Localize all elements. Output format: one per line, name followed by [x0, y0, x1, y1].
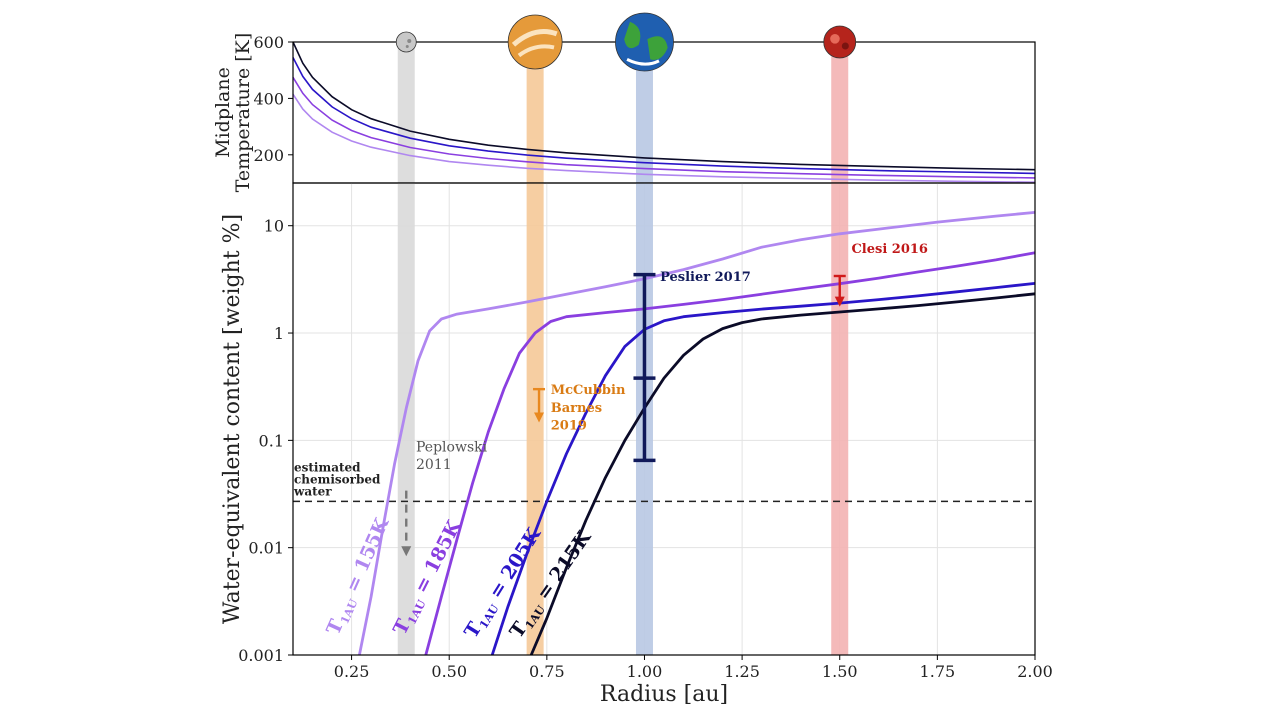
earth-continent	[624, 21, 641, 49]
mercury-icon	[395, 31, 417, 53]
x-axis-label: Radius [au]	[600, 682, 728, 707]
temperature-y-tick-label: 400	[253, 89, 284, 108]
y-tick-label: 10	[264, 217, 284, 236]
temperature-y-label-line-2: Temperature [K]	[232, 33, 254, 193]
annotation-6: 2011	[416, 457, 452, 473]
x-tick-label: 1.25	[724, 662, 760, 681]
water-curve-3	[529, 292, 1036, 656]
temperature-y-ticks: 200 400 600	[253, 33, 293, 165]
water-curve-0	[358, 211, 1036, 656]
reference-annotations: Peslier 2017 Clesi 2016 McCubbin Barnes 2019…	[416, 242, 928, 473]
x-tick-label: 0.25	[334, 662, 370, 681]
water-plot-frame	[292, 182, 1036, 656]
earth-ice	[626, 58, 660, 66]
venus-icon	[507, 14, 563, 70]
water-content-panel: Peslier 2017 Clesi 2016 McCubbin Barnes 2019…	[220, 182, 1053, 707]
temperature-curve-3	[292, 41, 1036, 171]
earth-icon	[615, 12, 674, 72]
annotation-0: Peslier 2017	[660, 270, 751, 285]
temperature-band-3	[831, 42, 849, 183]
chemisorbed-label-line-3: water	[293, 484, 332, 498]
temperature-y-tick-label: 200	[253, 146, 284, 165]
x-tick-label: 0.75	[529, 662, 565, 681]
temperature-panel: 200 400 600 Midplane Temperature [K]	[212, 12, 1036, 193]
water-curve-1	[424, 251, 1036, 656]
venus-cloud-band	[517, 44, 555, 58]
water-band-3	[831, 183, 849, 655]
water-curve-2	[490, 282, 1036, 656]
error-bars	[633, 272, 656, 463]
mars-feature	[841, 42, 849, 50]
mercury-crater	[405, 45, 409, 48]
x-tick-label: 1.75	[920, 662, 956, 681]
y-tick-label: 0.1	[259, 431, 284, 450]
annotation-4: 2019	[551, 419, 587, 434]
temperature-y-tick-label: 600	[253, 33, 284, 52]
y-tick-label: 1	[274, 324, 284, 343]
mars-disc	[823, 25, 857, 59]
x-tick-label: 2.00	[1017, 662, 1053, 681]
annotation-3: Barnes	[551, 401, 602, 416]
mars-icon	[823, 25, 857, 59]
annotation-1: Clesi 2016	[851, 242, 928, 257]
upper-limit-arrows	[401, 274, 846, 557]
x-tick-label: 0.50	[431, 662, 467, 681]
temperature-y-axis-label: Midplane Temperature [K]	[212, 33, 254, 193]
temperature-curve-1	[292, 76, 1036, 179]
temperature-y-label-line-1: Midplane	[212, 67, 234, 158]
y-tick-label: 0.01	[248, 539, 284, 558]
earth-continent	[647, 36, 668, 60]
temperature-band-1	[526, 42, 544, 183]
planet-icons	[395, 12, 857, 72]
mars-feature	[830, 34, 840, 44]
annotation-5: Peplowski	[416, 439, 488, 455]
water-axis-ticks: 0.25 0.50 0.75 1.00 1.25 1.50 1.75 2.00 0.001 0.0…	[238, 217, 1053, 681]
arrow-head-0	[534, 412, 545, 423]
temperature-curves	[292, 41, 1036, 183]
y-axis-label: Water-equivalent content [weight %]	[220, 214, 245, 624]
annotation-2: McCubbin	[551, 383, 626, 398]
chemisorbed-label-line-1: estimated	[294, 460, 361, 474]
chemisorbed-water-label: estimated chemisorbed water	[293, 460, 381, 498]
temperature-curve-0	[292, 93, 1036, 183]
x-tick-label: 1.00	[627, 662, 663, 681]
venus-cloud-band	[511, 29, 558, 47]
arrow-head-1	[834, 296, 845, 307]
water-content-curves	[358, 211, 1036, 656]
temperature-curve-2	[292, 57, 1036, 175]
temperature-band-0	[397, 42, 415, 183]
mercury-disc	[395, 31, 417, 53]
chemisorbed-label-line-2: chemisorbed	[294, 472, 381, 486]
temperature-band-2	[635, 42, 653, 183]
y-tick-label: 0.001	[238, 646, 284, 665]
mercury-crater	[407, 39, 412, 43]
arrow-head-2	[401, 546, 412, 557]
planet-bands-lower	[397, 183, 849, 655]
x-tick-label: 1.50	[822, 662, 858, 681]
water-band-0	[397, 183, 415, 655]
